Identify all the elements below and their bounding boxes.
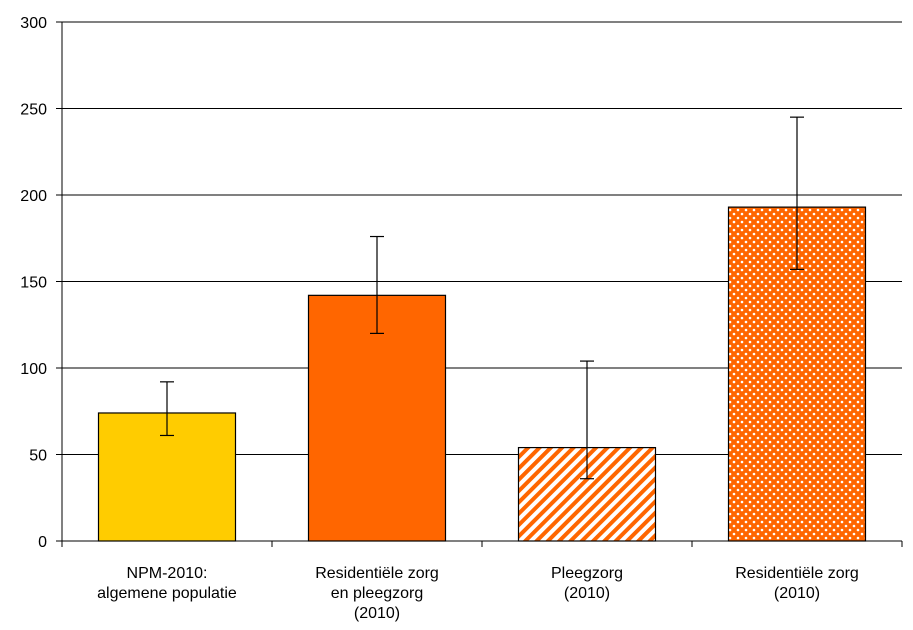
x-category-label-line: Pleegzorg <box>551 565 623 582</box>
x-category-labels: NPM-2010: algemene populatie Residentiële … <box>97 565 859 622</box>
x-category-label-line: NPM-2010: <box>127 565 208 582</box>
x-category-label: NPM-2010: algemene populatie <box>97 565 237 602</box>
y-tick-label: 50 <box>29 448 47 465</box>
x-category-label-line: Residentiële zorg <box>735 565 859 582</box>
y-tick-label: 100 <box>20 361 47 378</box>
y-tick-label: 250 <box>20 102 47 119</box>
x-category-label: Residentiële zorg en pleegzorg (2010) <box>315 565 439 622</box>
y-tick-label: 200 <box>20 188 47 205</box>
y-tick-label: 300 <box>20 15 47 32</box>
x-category-label-line: Residentiële zorg <box>315 565 439 582</box>
axes <box>56 21 903 547</box>
x-category-label: Residentiële zorg (2010) <box>735 565 859 602</box>
y-tick-label: 150 <box>20 275 47 292</box>
y-tick-label: 0 <box>38 534 47 551</box>
y-tick-labels: 0 50 100 150 200 250 300 <box>20 15 47 551</box>
x-category-label: Pleegzorg (2010) <box>551 565 623 602</box>
error-bars <box>160 116 804 480</box>
x-category-label-line: en pleegzorg <box>331 585 424 602</box>
bars <box>97 206 867 542</box>
x-category-label-line: (2010) <box>564 585 610 602</box>
x-category-label-line: (2010) <box>354 605 400 622</box>
bar <box>307 294 447 542</box>
x-category-label-line: (2010) <box>774 585 820 602</box>
x-category-label-line: algemene populatie <box>97 585 237 602</box>
